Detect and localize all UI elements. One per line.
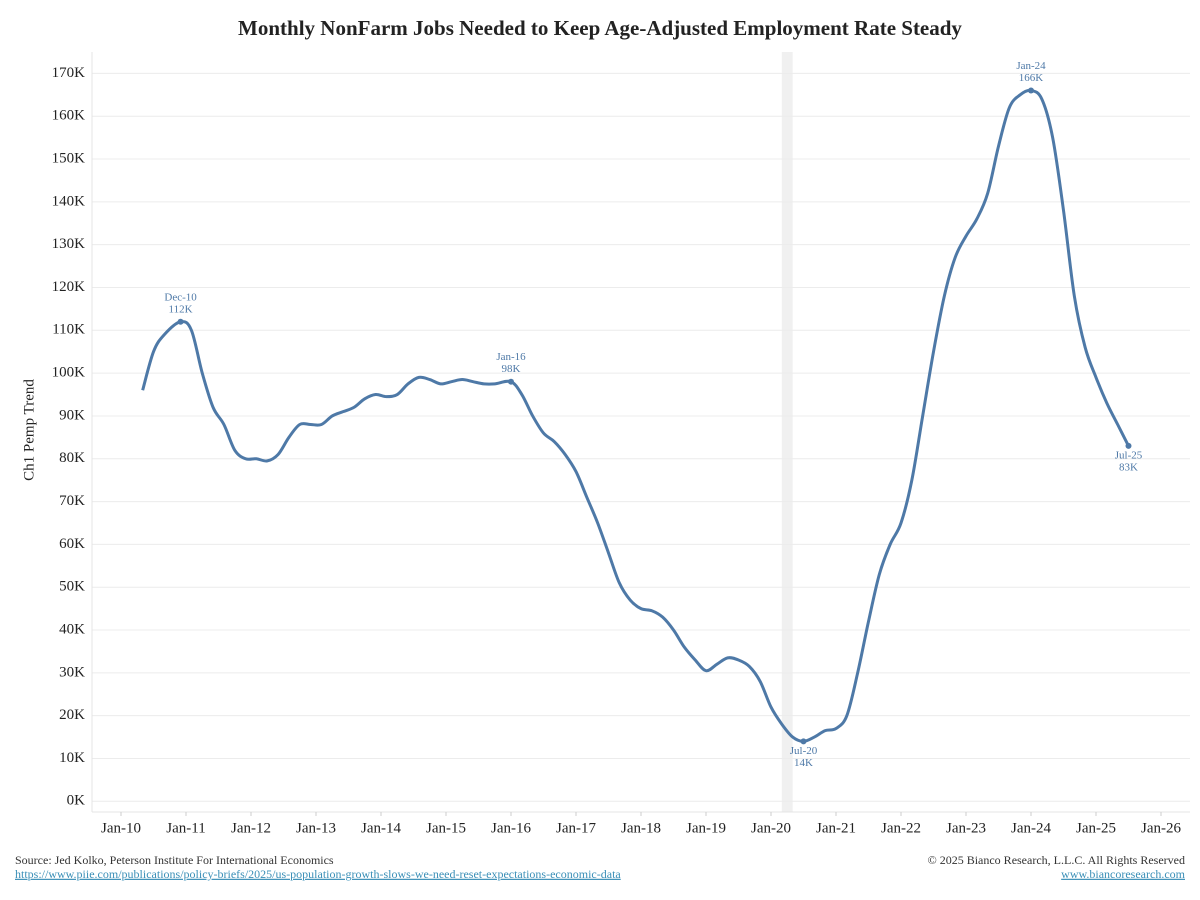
y-tick-label: 70K [59, 493, 85, 509]
x-tick-label: Jan-22 [881, 820, 921, 836]
x-tick-label: Jan-19 [686, 820, 726, 836]
annotation-date: Jan-24 [1016, 60, 1046, 72]
annotation-date: Dec-10 [164, 291, 197, 303]
y-tick-label: 90K [59, 407, 85, 423]
y-tick-label: 130K [52, 236, 86, 252]
line [141, 88, 1130, 743]
y-tick-label: 0K [67, 793, 86, 809]
y-axis-label: Ch1 Pemp Trend [21, 379, 37, 481]
copyright: © 2025 Bianco Research, L.L.C. All Right… [928, 853, 1185, 867]
x-tick-label: Jan-13 [296, 820, 336, 836]
y-tick-label: 20K [59, 707, 85, 723]
annotation-date: Jan-16 [496, 351, 526, 363]
x-tick-label: Jan-17 [556, 820, 596, 836]
y-tick-label: 30K [59, 664, 85, 680]
y-tick-label: 40K [59, 621, 85, 637]
x-tick-label: Jan-21 [816, 820, 856, 836]
x-tick-label: Jan-26 [1141, 820, 1181, 836]
website-link[interactable]: www.biancoresearch.com [1061, 867, 1185, 881]
annotation-value: 112K [169, 303, 193, 315]
annotation-dot [800, 738, 807, 745]
y-tick-label: 50K [59, 579, 85, 595]
annotation-dot [508, 378, 514, 385]
x-tick-label: Jan-23 [946, 820, 986, 836]
x-tick-label: Jan-16 [491, 820, 531, 836]
y-tick-label: 120K [52, 279, 86, 295]
y-tick-label: 170K [52, 65, 86, 81]
annotation-dot [177, 318, 184, 325]
y-tick-label: 150K [52, 150, 86, 166]
annotation-value: 83K [1119, 461, 1138, 473]
x-tick-label: Jan-24 [1011, 820, 1051, 836]
annotation-value: 98K [502, 363, 521, 375]
y-tick-label: 60K [59, 536, 85, 552]
y-tick-label: 80K [59, 450, 85, 466]
y-tick-label: 140K [52, 193, 86, 209]
annotation-dot [1125, 442, 1132, 449]
x-tick-label: Jan-10 [101, 820, 141, 836]
annotation-value: 166K [1019, 72, 1044, 84]
x-tick-label: Jan-11 [166, 820, 205, 836]
shaded-period [781, 52, 793, 812]
source: Source: Jed Kolko, Peterson Institute Fo… [15, 853, 334, 867]
x-tick-label: Jan-20 [751, 820, 791, 836]
x-tick-label: Jan-12 [231, 820, 271, 836]
annotation-dot [1028, 87, 1034, 94]
annotation-date: Jul-20 [790, 745, 818, 757]
chart-title: Monthly NonFarm Jobs Needed to Keep Age-… [238, 16, 962, 40]
x-tick-label: Jan-14 [361, 820, 401, 836]
x-tick-label: Jan-25 [1076, 820, 1116, 836]
y-tick-label: 100K [52, 365, 86, 381]
source-link[interactable]: https://www.piie.com/publications/policy… [15, 867, 621, 881]
y-tick-label: 10K [59, 750, 85, 766]
x-tick-label: Jan-18 [621, 820, 661, 836]
annotation-value: 14K [794, 757, 813, 769]
annotation-date: Jul-25 [1115, 449, 1143, 461]
y-tick-label: 160K [52, 108, 86, 124]
y-tick-label: 110K [52, 322, 85, 338]
x-tick-label: Jan-15 [426, 820, 466, 836]
